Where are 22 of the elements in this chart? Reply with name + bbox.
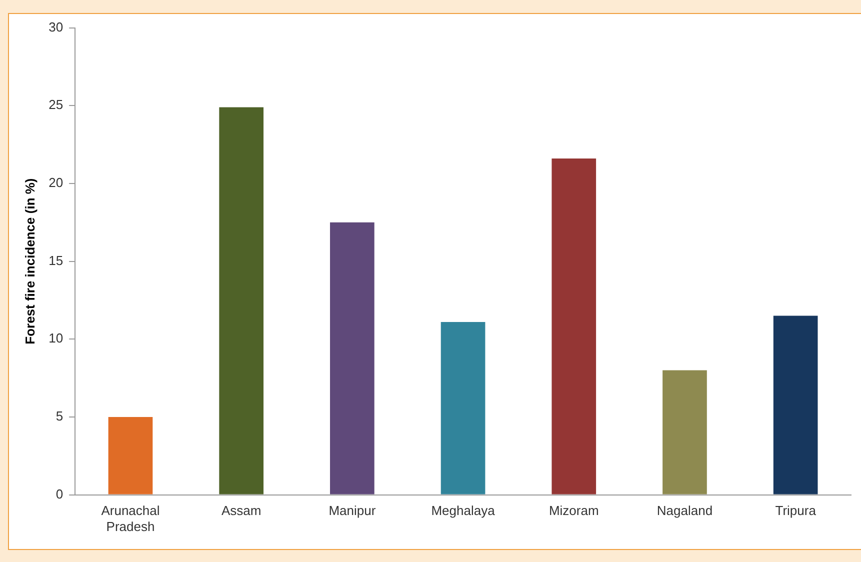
x-tick-label: Tripura — [775, 503, 817, 518]
y-tick-label: 5 — [56, 408, 64, 424]
bar — [662, 370, 707, 494]
y-tick-label: 0 — [56, 486, 64, 502]
x-tick-label: Arunachal Pradesh — [101, 503, 160, 534]
y-axis-title: Forest fire incidence (in %) — [22, 178, 38, 344]
bar — [108, 416, 153, 494]
bar — [330, 222, 374, 494]
x-tick-label: Mizoram — [548, 503, 599, 518]
y-tick-label: 30 — [48, 19, 64, 34]
x-tick-label: Meghalaya — [431, 503, 496, 518]
y-tick-label: 25 — [48, 97, 64, 112]
bar — [219, 107, 264, 494]
x-tick-label: Nagaland — [656, 503, 713, 518]
x-tick-label: Manipur — [328, 503, 376, 518]
x-tick-label: Assam — [221, 503, 262, 518]
y-tick-label: 10 — [48, 330, 64, 346]
y-tick-label: 20 — [48, 175, 64, 190]
bar — [773, 316, 818, 494]
y-tick-label: 15 — [48, 252, 64, 268]
bar — [552, 158, 596, 494]
bar — [440, 322, 486, 494]
